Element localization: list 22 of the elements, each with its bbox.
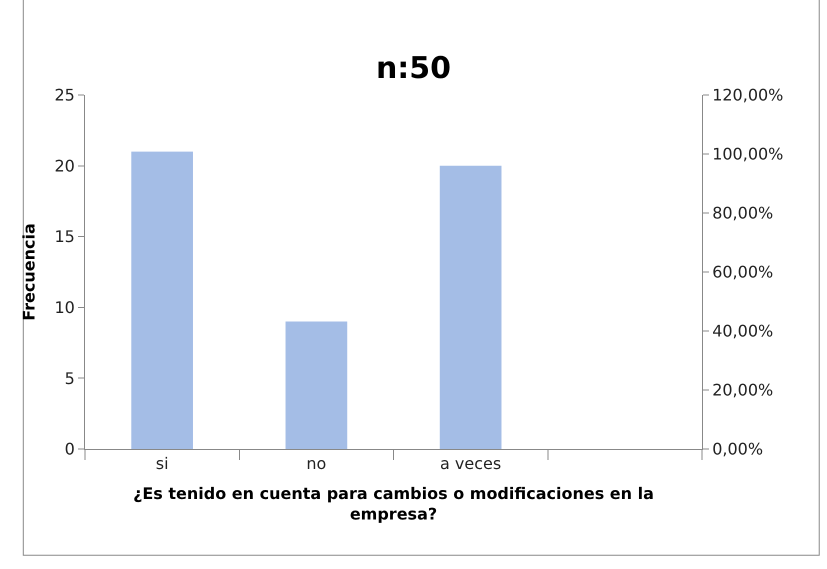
y2-tick-label: 100,00% — [712, 144, 784, 164]
bar — [131, 152, 193, 449]
y-tick-label: 5 — [64, 368, 75, 388]
y2-tick-label: 20,00% — [712, 380, 774, 400]
y-tick-label: 25 — [54, 86, 75, 105]
y-axis-title: Frecuencia — [19, 223, 38, 321]
x-tick-label: no — [306, 454, 326, 474]
y2-tick-label: 120,00% — [712, 86, 784, 105]
y-tick-label: 10 — [54, 298, 75, 317]
x-axis-title: ¿Es tenido en cuenta para cambios o modificaciones en la empresa? — [133, 484, 654, 524]
chart-title: n:50 — [376, 50, 452, 86]
y2-tick-label: 40,00% — [712, 322, 774, 341]
x-tick-label: si — [156, 454, 169, 474]
y2-tick-label: 80,00% — [712, 204, 774, 223]
y-tick-label: 15 — [54, 227, 75, 246]
x-tick-label: a veces — [440, 454, 502, 474]
bar — [286, 322, 348, 449]
y-tick-label: 0 — [64, 440, 75, 459]
y2-tick-label: 0,00% — [712, 440, 764, 459]
y2-tick-label: 60,00% — [712, 262, 774, 282]
y-tick-label: 20 — [54, 156, 75, 176]
bar — [440, 166, 502, 449]
